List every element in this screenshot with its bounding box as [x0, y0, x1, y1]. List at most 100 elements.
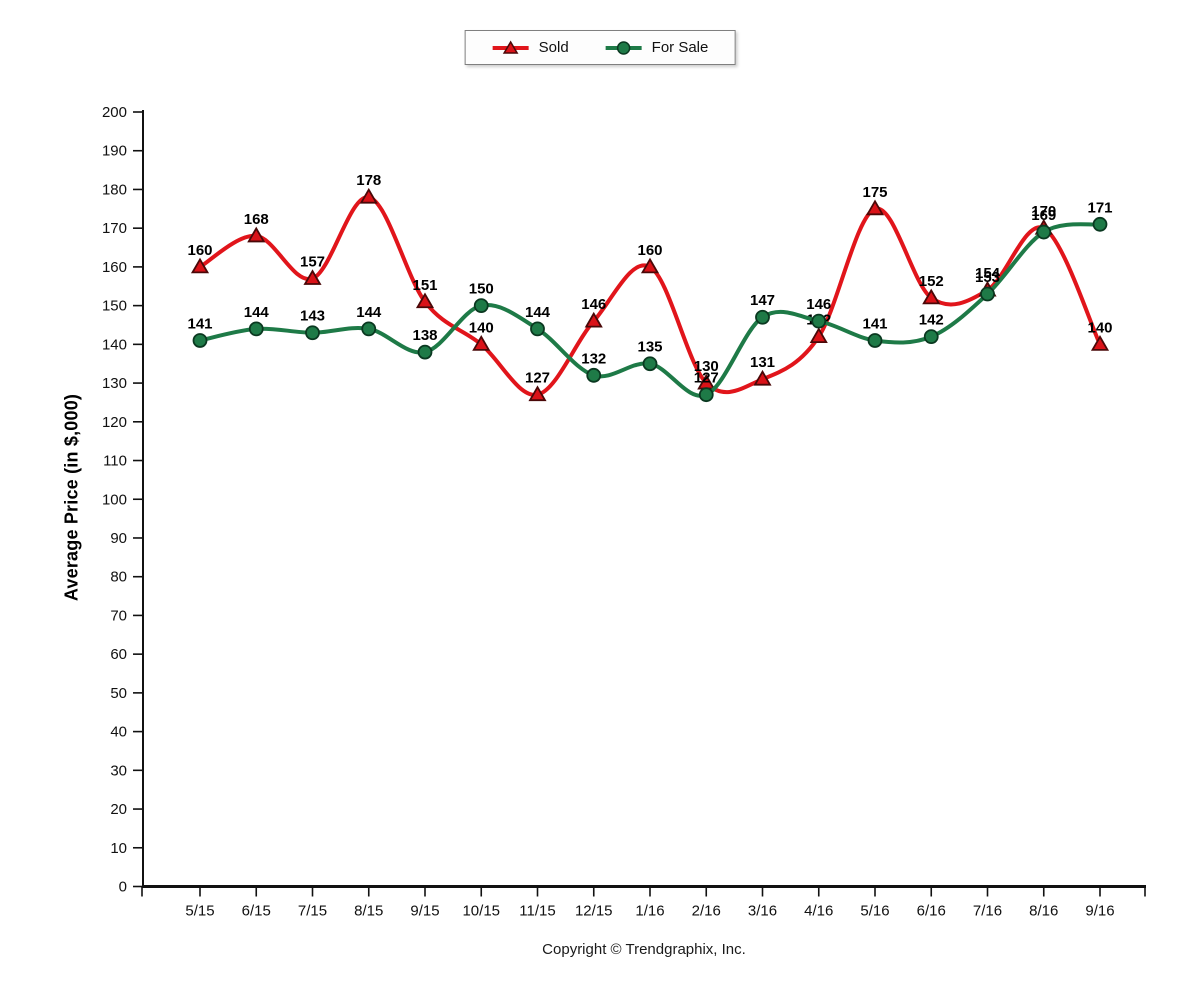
- for-sale-line-circle-icon: [605, 40, 642, 55]
- sold-data-label: 160: [187, 242, 212, 259]
- y-axis-tick-label: 60: [110, 646, 127, 663]
- x-axis-tick-label: 2/16: [692, 903, 721, 920]
- y-axis-title: Average Price (in $,000): [61, 393, 82, 602]
- x-axis-tick-label: 6/15: [242, 903, 271, 920]
- x-axis-tick-label: 11/15: [519, 903, 555, 920]
- for-sale-data-label: 135: [637, 339, 662, 356]
- for-sale-data-label: 144: [244, 304, 270, 321]
- x-axis-tick-label: 12/15: [575, 903, 613, 920]
- for-sale-marker: [192, 333, 208, 348]
- sold-data-label: 170: [1031, 203, 1056, 220]
- y-axis-tick-label: 200: [102, 104, 127, 121]
- for-sale-data-label: 141: [187, 315, 212, 332]
- sold-marker: [247, 226, 266, 243]
- y-axis-tick-label: 150: [102, 298, 127, 315]
- for-sale-data-label: 132: [581, 350, 606, 367]
- sold-marker: [809, 327, 828, 344]
- y-axis-tick-label: 30: [110, 762, 127, 779]
- x-axis-tick-label: 7/15: [298, 903, 327, 920]
- sold-marker: [415, 292, 435, 309]
- sold-marker: [472, 335, 491, 351]
- sold-marker: [865, 199, 885, 216]
- for-sale-marker: [1036, 224, 1052, 240]
- x-axis-tick-label: 4/16: [804, 903, 833, 920]
- x-axis-tick-label: 3/16: [748, 903, 777, 920]
- y-axis-tick-label: 40: [110, 724, 127, 741]
- y-axis-tick-label: 140: [102, 336, 127, 353]
- legend-item-for-sale: For Sale: [605, 39, 709, 56]
- y-axis-tick-label: 190: [102, 143, 127, 160]
- for-sale-data-label: 127: [694, 370, 719, 387]
- for-sale-marker: [248, 321, 264, 337]
- sold-data-label: 140: [1087, 319, 1112, 336]
- sold-data-label: 168: [244, 211, 269, 228]
- for-sale-marker: [642, 356, 658, 372]
- y-axis-tick-label: 90: [110, 530, 127, 547]
- y-axis-tick-label: 20: [110, 801, 127, 818]
- for-sale-marker: [361, 321, 377, 337]
- for-sale-marker: [755, 309, 770, 325]
- for-sale-data-label: 146: [806, 296, 831, 313]
- sold-data-label: 178: [356, 172, 381, 189]
- y-axis-tick-label: 0: [119, 879, 127, 896]
- y-axis-tick-label: 100: [102, 491, 127, 508]
- for-sale-data-label: 143: [300, 308, 325, 325]
- sold-data-label: 131: [750, 354, 775, 371]
- for-sale-data-label: 138: [412, 327, 437, 344]
- sold-data-label: 130: [694, 358, 719, 375]
- for-sale-data-label: 142: [919, 312, 944, 329]
- legend-label-for-sale: For Sale: [651, 39, 709, 56]
- for-sale-marker: [530, 321, 545, 337]
- x-axis-tick-label: 6/16: [917, 903, 946, 920]
- for-sale-marker: [473, 298, 489, 314]
- sold-data-label: 175: [862, 184, 887, 201]
- y-axis-tick-label: 80: [110, 569, 127, 586]
- y-axis-tick-label: 70: [110, 607, 127, 624]
- for-sale-data-label: 153: [975, 269, 1000, 286]
- copyright-text: Copyright © Trendgraphix, Inc.: [542, 941, 746, 958]
- chart-legend: Sold For Sale: [464, 30, 736, 65]
- sold-line: [198, 195, 1102, 397]
- for-sale-marker: [811, 313, 827, 329]
- for-sale-data-label: 144: [525, 304, 551, 321]
- for-sale-marker: [1092, 216, 1108, 232]
- sold-data-label: 154: [975, 265, 1001, 282]
- for-sale-marker: [305, 325, 320, 341]
- for-sale-data-label: 171: [1087, 199, 1112, 216]
- sold-line-triangle-icon: [492, 40, 529, 54]
- for-sale-marker: [586, 367, 602, 383]
- sold-marker: [528, 385, 547, 402]
- sold-data-label: 127: [525, 370, 550, 387]
- for-sale-data-label: 147: [750, 292, 775, 309]
- for-sale-marker: [867, 333, 883, 348]
- y-axis-tick-label: 10: [110, 840, 127, 857]
- sold-marker: [753, 369, 772, 386]
- x-axis-tick-label: 5/16: [860, 903, 889, 920]
- sold-marker: [640, 257, 660, 274]
- for-sale-data-label: 144: [356, 304, 382, 321]
- y-axis-tick-label: 170: [102, 220, 127, 237]
- sold-data-label: 160: [637, 242, 662, 259]
- for-sale-marker: [698, 387, 714, 403]
- for-sale-marker: [417, 344, 433, 360]
- y-axis-tick-label: 120: [102, 414, 127, 431]
- sold-data-label: 140: [469, 319, 494, 336]
- x-axis-tick-label: 10/15: [462, 903, 500, 920]
- x-axis-tick-label: 8/15: [354, 903, 383, 920]
- sold-data-label: 151: [412, 277, 437, 294]
- x-axis-tick-label: 7/16: [973, 903, 1002, 920]
- x-axis-tick-label: 8/16: [1029, 903, 1058, 920]
- y-axis-tick-label: 50: [110, 685, 127, 702]
- sold-data-label: 157: [300, 254, 325, 271]
- x-axis-tick-label: 9/16: [1085, 903, 1114, 920]
- for-sale-marker: [923, 329, 939, 345]
- sold-marker: [359, 187, 378, 204]
- sold-marker: [190, 257, 210, 274]
- x-axis-tick-label: 9/15: [410, 903, 439, 920]
- for-sale-marker: [980, 286, 995, 302]
- y-axis-tick-label: 130: [102, 375, 127, 392]
- x-axis-tick-label: 5/15: [185, 903, 214, 920]
- legend-label-sold: Sold: [538, 39, 569, 56]
